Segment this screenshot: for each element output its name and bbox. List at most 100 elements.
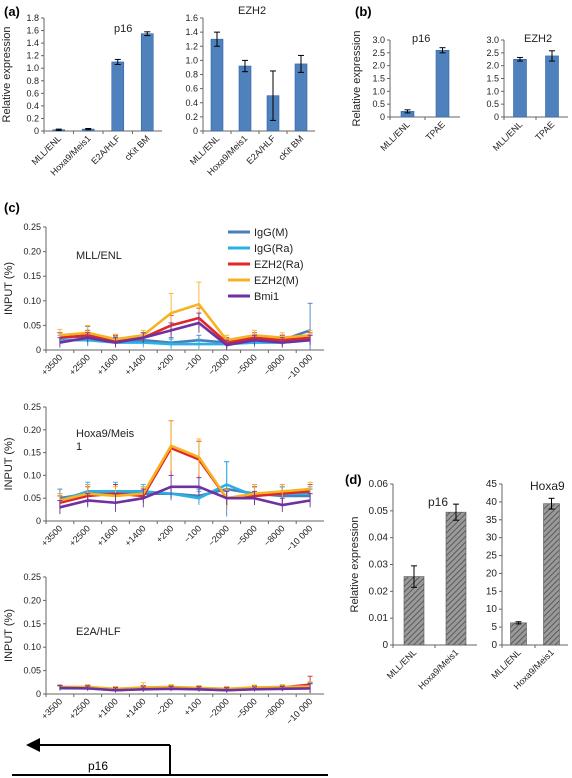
- b-ezh2-bar: [545, 55, 559, 118]
- a-ezh2-ytick-label: 0: [193, 126, 198, 136]
- a-ezh2-ytick-label: 0.6: [185, 84, 198, 94]
- b-p16-ytick-label: 0.5: [372, 99, 385, 109]
- c-hoxa9-xtick-label: −8000: [262, 523, 287, 548]
- c-mll-ytick-label: 0.10: [23, 296, 41, 306]
- c-mll-ytick-label: 0.05: [23, 320, 41, 330]
- c-hoxa9-title: 1: [76, 441, 82, 453]
- b-p16-ytick-label: 2.5: [372, 48, 385, 58]
- b-ezh2-ytick-label: 1.5: [486, 74, 499, 84]
- a-ezh2-ytick-label: 0.2: [185, 112, 198, 122]
- chart-b-p16: 0 0.5 1.0 1.5 2.0 2.5 3.0 MLL/ENL TPAE p16 Relativ…: [351, 31, 460, 153]
- c-e2a-ytick-label: 0.25: [23, 572, 41, 582]
- d-p16-ytick-label: 0.02: [369, 586, 389, 597]
- c-hoxa9-xtick-label: −2000: [206, 523, 231, 548]
- tss-arrow-head: [26, 738, 40, 752]
- c-e2a-ytick-label: 0.20: [23, 595, 41, 605]
- d-hoxa9-ytick-label: 5: [491, 622, 497, 633]
- c-mll-xtick-label: +3500: [39, 352, 64, 377]
- a-p16-ytick-label: 0: [34, 126, 39, 136]
- b-ezh2-bar: [513, 58, 527, 118]
- d-hoxa9-ytick-label: 10: [486, 604, 498, 615]
- d-p16-ytick-label: 0.05: [369, 506, 389, 517]
- c-mll-xtick-label: −100: [182, 352, 203, 373]
- d-p16-ytick-label: 0.01: [369, 613, 389, 624]
- b-ezh2-ytick-label: 2.5: [486, 48, 499, 58]
- a-p16-ytick-label: 0.6: [26, 88, 39, 98]
- legend-label: IgG(Ra): [254, 243, 293, 255]
- b-p16-xtick-label: TPAE: [424, 119, 447, 142]
- c-mll-ytick-label: 0.20: [23, 247, 41, 257]
- c-mll-xtick-label: +200: [154, 352, 175, 373]
- c-hoxa9-ytick-label: 0.05: [23, 493, 41, 503]
- chart-c-mll: 0 0.05 0.10 0.15 0.20 0.25 +3500 +2500 +1600 +140…: [3, 222, 324, 383]
- d-p16-ytick-label: 0.04: [369, 533, 389, 544]
- c-e2a-xtick-label: −8000: [262, 696, 287, 721]
- c-e2a-xtick-label: −5000: [234, 696, 259, 721]
- a-p16-bar: [111, 61, 125, 132]
- b-p16-ytick-label: 2.0: [372, 61, 385, 71]
- c-mll-series-line: [59, 316, 311, 344]
- d-hoxa9-title: Hoxa9: [530, 479, 565, 493]
- b-p16-ytick-label: 0: [380, 112, 385, 122]
- a-ezh2-bar: [294, 63, 308, 132]
- a-ezh2-ytick-label: 1.2: [185, 41, 198, 51]
- chart-c-hoxa9: 0 0.05 0.10 0.15 0.20 0.25 +3500 +2500 +1600 +140…: [3, 402, 324, 554]
- b-ezh2-ytick-label: 2.0: [486, 61, 499, 71]
- b-ezh2-ytick-label: 0: [494, 112, 499, 122]
- c-e2a-xtick-label: +100: [182, 696, 203, 717]
- c-e2a-xtick-label: −2000: [206, 696, 231, 721]
- c-e2a-series-line: [59, 686, 311, 692]
- a-p16-ytick-label: 0.2: [26, 113, 39, 123]
- c-mll-xtick-label: +1600: [95, 352, 120, 377]
- c-e2a-series-line: [59, 685, 311, 691]
- c-hoxa9-ytick-label: 0.25: [23, 402, 41, 412]
- c-e2a-ytick-label: 0.05: [23, 666, 41, 676]
- d-p16-ytick-label: 0.06: [369, 479, 389, 490]
- a-p16-ytick-label: 0.4: [26, 101, 39, 111]
- legend-label: Bmi1: [254, 291, 279, 303]
- c-mll-xtick-label: +1400: [123, 352, 148, 377]
- c-mll-title: MLL/ENL: [76, 250, 122, 262]
- d-hoxa9-ytick-label: 20: [486, 568, 498, 579]
- c-mll-xtick-label: +2500: [67, 352, 92, 377]
- c-mll-xtick-label: −8000: [262, 352, 287, 377]
- d-hoxa9-ytick-label: 0: [491, 640, 497, 651]
- legend-label: EZH2(Ra): [254, 259, 304, 271]
- a-p16-ylabel: Relative expression: [1, 27, 13, 123]
- b-p16-ytick-label: 1.0: [372, 86, 385, 96]
- c-mll-ytick-label: 0.25: [23, 222, 41, 232]
- d-hoxa9-ytick-label: 35: [486, 515, 498, 526]
- d-hoxa9-ytick-label: 25: [486, 551, 498, 562]
- c-hoxa9-ytick-label: 0.10: [23, 470, 41, 480]
- b-ezh2-title: EZH2: [524, 33, 552, 45]
- a-ezh2-ytick-label: 0.8: [185, 70, 198, 80]
- c-e2a-title: E2A/HLF: [76, 626, 121, 638]
- a-p16-ytick-label: 1.4: [26, 38, 39, 48]
- d-p16-title: p16: [428, 495, 448, 509]
- c-hoxa9-series-line: [59, 444, 311, 502]
- c-mll-series-line: [59, 302, 311, 342]
- c-mll-xtick-label: −2000: [206, 352, 231, 377]
- c-hoxa9-xtick-label: +1600: [95, 523, 120, 548]
- c-mll-series-line: [59, 321, 311, 347]
- a-ezh2-bar: [238, 65, 252, 132]
- a-p16-ytick-label: 1.2: [26, 51, 39, 61]
- b-p16-ytick-label: 3.0: [372, 35, 385, 45]
- d-p16-xtick-label: Hoxa9/Meis1: [416, 647, 460, 691]
- c-hoxa9-xtick-label: +3500: [39, 523, 64, 548]
- d-p16-ylabel: Relative expression: [349, 517, 361, 613]
- c-e2a-xtick-label: −10 000: [284, 696, 314, 726]
- d-p16-bar: [445, 511, 467, 646]
- b-p16-title: p16: [412, 33, 430, 45]
- panel-label-b: (b): [355, 4, 372, 19]
- legend-label: IgG(M): [254, 227, 288, 239]
- b-ezh2-ytick-label: 1.0: [486, 86, 499, 96]
- panel-label-c: (c): [4, 200, 20, 215]
- c-hoxa9-series-line: [59, 485, 311, 509]
- c-e2a-ylabel: INPUT (%): [3, 609, 15, 662]
- a-p16-bar: [140, 33, 154, 132]
- c-e2a-ytick-label: 0.10: [23, 642, 41, 652]
- d-hoxa9-ytick-label: 40: [486, 497, 498, 508]
- c-hoxa9-ytick-label: 0.15: [23, 448, 41, 458]
- b-ezh2-ytick-label: 3.0: [486, 35, 499, 45]
